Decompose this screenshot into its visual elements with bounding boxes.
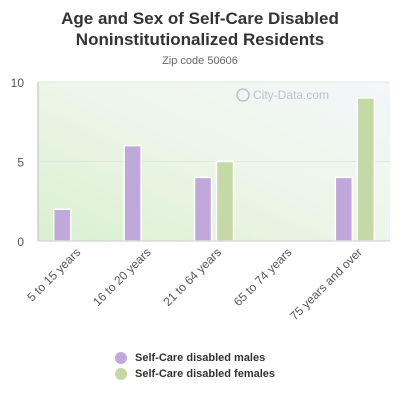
legend: Self-Care disabled males Self-Care disab… — [115, 350, 275, 382]
bar-males — [123, 144, 142, 242]
chart-subtitle: Zip code 50606 — [162, 55, 238, 67]
x-tick-label: 5 to 15 years — [24, 245, 83, 304]
watermark-text: City-Data.com — [253, 88, 329, 102]
x-tick-label: 16 to 20 years — [90, 245, 154, 309]
legend-item-males: Self-Care disabled males — [115, 350, 275, 366]
bar-males — [52, 208, 72, 242]
bar-females — [356, 97, 376, 242]
legend-swatch-females — [115, 368, 127, 380]
x-tick-label: 21 to 64 years — [160, 245, 224, 309]
y-tick-label: 0 — [17, 235, 24, 249]
watermark: City-Data.com — [236, 88, 329, 102]
legend-swatch-males — [115, 352, 127, 364]
x-tick-label: 65 to 74 years — [231, 245, 295, 309]
bar-males — [193, 176, 213, 242]
legend-item-females: Self-Care disabled females — [115, 366, 275, 382]
chart-title: Age and Sex of Self-Care Disabled Nonins… — [61, 9, 339, 49]
y-tick-label: 5 — [17, 156, 24, 170]
bar-males — [334, 176, 354, 242]
y-tick-label: 10 — [11, 76, 25, 90]
x-tick-label: 75 years and over — [287, 245, 365, 323]
watermark-icon — [236, 88, 250, 102]
legend-label-females: Self-Care disabled females — [135, 368, 276, 380]
bar-females — [215, 160, 235, 242]
legend-label-males: Self-Care disabled males — [135, 352, 266, 364]
